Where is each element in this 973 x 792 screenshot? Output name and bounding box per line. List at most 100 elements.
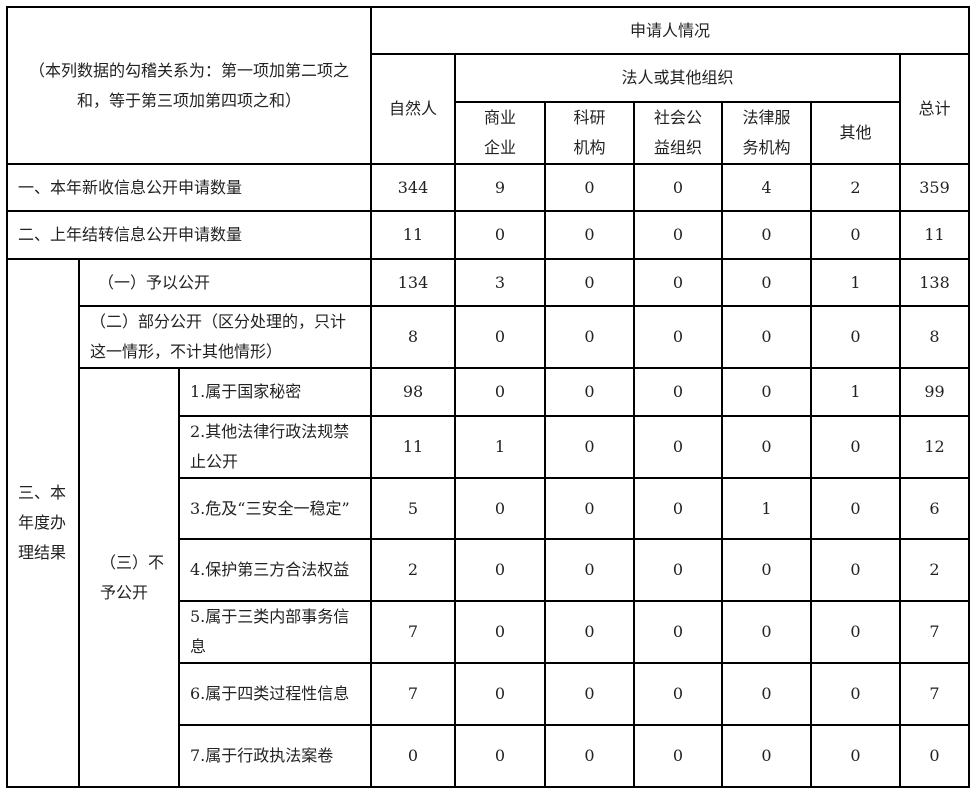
value-cell: 0 — [899, 724, 970, 788]
row-label: 7.属于行政执法案卷 — [178, 724, 372, 788]
value-cell: 0 — [810, 415, 901, 479]
value-cell: 0 — [721, 415, 812, 479]
value-cell: 0 — [633, 305, 723, 369]
value-cell: 0 — [544, 477, 635, 540]
value-cell: 0 — [544, 210, 635, 260]
value-cell: 0 — [633, 662, 723, 726]
row-label: 1.属于国家秘密 — [178, 367, 372, 417]
table-row: 3.危及“三安全一稳定” 5 0 0 0 1 0 6 — [7, 477, 970, 540]
row-label: 2.其他法律行政法规禁止公开 — [178, 415, 372, 479]
value-cell: 0 — [810, 538, 901, 602]
table-row: 三、本年度办理结果 （一）予以公开 134 3 0 0 0 1 138 — [6, 258, 970, 788]
value-cell: 0 — [544, 662, 635, 726]
table-row: 5.属于三类内部事务信息 7 0 0 0 0 0 7 — [7, 600, 970, 664]
value-cell: 0 — [454, 600, 546, 664]
value-cell: 0 — [544, 538, 635, 602]
value-cell: 0 — [454, 538, 546, 602]
header-legal-org: 法人或其他组织 — [454, 53, 901, 103]
value-cell: 0 — [810, 210, 901, 260]
value-cell: 0 — [721, 724, 812, 788]
value-cell: 11 — [370, 210, 456, 260]
disclosure-stats-table: （本列数据的勾稽关系为：第一项加第二项之和，等于第三项加第四项之和） 申请人情况… — [6, 6, 970, 788]
value-cell: 7 — [899, 662, 970, 726]
value-cell: 0 — [721, 538, 812, 602]
header-natural-person: 自然人 — [370, 53, 456, 165]
value-cell: 2 — [810, 163, 901, 212]
value-cell: 0 — [721, 367, 812, 417]
value-cell: 0 — [721, 258, 812, 307]
value-cell: 0 — [454, 477, 546, 540]
table-row: （三）不予公开 1.属于国家秘密 98 0 0 0 0 1 99 — [7, 367, 970, 788]
value-cell: 344 — [370, 163, 456, 212]
row-label: 一、本年新收信息公开申请数量 — [6, 163, 372, 212]
value-cell: 0 — [454, 210, 546, 260]
row-label: （一）予以公开 — [78, 258, 372, 307]
value-cell: 138 — [899, 258, 970, 307]
value-cell: 0 — [544, 724, 635, 788]
value-cell: 7 — [370, 662, 456, 726]
value-cell: 0 — [633, 210, 723, 260]
value-cell: 0 — [454, 724, 546, 788]
value-cell: 1 — [810, 367, 901, 417]
value-cell: 9 — [454, 163, 546, 212]
header-sub-column: 法律服务机构 — [721, 101, 812, 165]
value-cell: 0 — [544, 367, 635, 417]
value-cell: 0 — [810, 724, 901, 788]
value-cell: 3 — [454, 258, 546, 307]
value-cell: 0 — [454, 367, 546, 417]
value-cell: 12 — [899, 415, 970, 479]
value-cell: 0 — [633, 415, 723, 479]
header-total: 总计 — [899, 53, 970, 165]
results-label: 三、本年度办理结果 — [6, 258, 80, 788]
header-applicant-status: 申请人情况 — [370, 6, 970, 55]
value-cell: 2 — [370, 538, 456, 602]
header-note: （本列数据的勾稽关系为：第一项加第二项之和，等于第三项加第四项之和） — [6, 6, 372, 165]
table-row: 二、上年结转信息公开申请数量 11 0 0 0 0 0 11 — [6, 210, 970, 260]
value-cell: 0 — [544, 415, 635, 479]
value-cell: 0 — [454, 662, 546, 726]
value-cell: 0 — [810, 600, 901, 664]
row-label: 6.属于四类过程性信息 — [178, 662, 372, 726]
value-cell: 359 — [899, 163, 970, 212]
row-label: 3.危及“三安全一稳定” — [178, 477, 372, 540]
header-sub-column: 科研机构 — [544, 101, 635, 165]
value-cell: 0 — [633, 724, 723, 788]
value-cell: 98 — [370, 367, 456, 417]
value-cell: 0 — [544, 258, 635, 307]
value-cell: 0 — [633, 258, 723, 307]
value-cell: 0 — [633, 477, 723, 540]
not-disclosed-label: （三）不予公开 — [78, 367, 180, 788]
value-cell: 0 — [633, 600, 723, 664]
value-cell: 99 — [899, 367, 970, 417]
value-cell: 1 — [721, 477, 812, 540]
row-label: 5.属于三类内部事务信息 — [178, 600, 372, 664]
table-row: 4.保护第三方合法权益 2 0 0 0 0 0 2 — [7, 538, 970, 602]
value-cell: 8 — [899, 305, 970, 369]
value-cell: 7 — [899, 600, 970, 664]
value-cell: 0 — [454, 305, 546, 369]
value-cell: 0 — [544, 305, 635, 369]
value-cell: 7 — [370, 600, 456, 664]
row-label: 二、上年结转信息公开申请数量 — [6, 210, 372, 260]
value-cell: 6 — [899, 477, 970, 540]
row-label: 4.保护第三方合法权益 — [178, 538, 372, 602]
table-row: 2.其他法律行政法规禁止公开 11 1 0 0 0 0 12 — [7, 415, 970, 479]
value-cell: 0 — [633, 538, 723, 602]
header-sub-column: 社会公益组织 — [633, 101, 723, 165]
value-cell: 0 — [370, 724, 456, 788]
value-cell: 0 — [721, 305, 812, 369]
value-cell: 0 — [810, 662, 901, 726]
row-label: （二）部分公开（区分处理的，只计这一情形，不计其他情形） — [78, 305, 372, 369]
value-cell: 11 — [899, 210, 970, 260]
table-row: 一、本年新收信息公开申请数量 344 9 0 0 4 2 359 — [6, 163, 970, 212]
value-cell: 1 — [810, 258, 901, 307]
value-cell: 0 — [810, 305, 901, 369]
value-cell: 0 — [544, 600, 635, 664]
value-cell: 0 — [721, 662, 812, 726]
value-cell: 0 — [544, 163, 635, 212]
value-cell: 2 — [899, 538, 970, 602]
table-row: （二）部分公开（区分处理的，只计这一情形，不计其他情形） 8 0 0 0 0 0 8 — [7, 305, 970, 369]
table-row: 7.属于行政执法案卷 0 0 0 0 0 0 0 — [7, 724, 970, 788]
table-row: 6.属于四类过程性信息 7 0 0 0 0 0 7 — [7, 662, 970, 726]
value-cell: 11 — [370, 415, 456, 479]
